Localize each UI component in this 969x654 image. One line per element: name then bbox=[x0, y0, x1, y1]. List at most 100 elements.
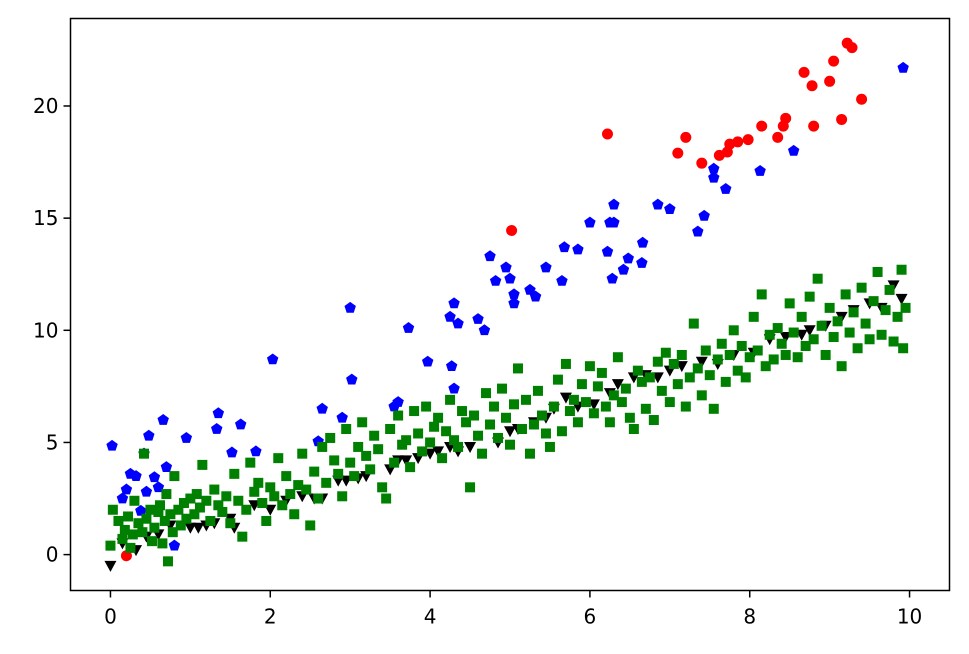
data-point bbox=[580, 397, 591, 408]
data-point bbox=[892, 311, 903, 322]
data-point bbox=[478, 324, 491, 336]
data-point bbox=[497, 383, 508, 394]
data-point bbox=[104, 560, 117, 572]
data-point bbox=[676, 349, 687, 360]
data-point bbox=[754, 165, 766, 176]
data-point bbox=[532, 385, 543, 396]
data-point bbox=[772, 323, 783, 334]
data-point bbox=[772, 131, 784, 143]
data-point bbox=[123, 511, 134, 522]
data-point bbox=[285, 489, 296, 500]
data-point bbox=[485, 419, 496, 430]
data-point bbox=[896, 264, 907, 275]
data-point bbox=[644, 372, 655, 383]
data-point bbox=[185, 493, 196, 504]
x-tick-label: 2 bbox=[264, 605, 277, 629]
x-tick-label: 0 bbox=[104, 605, 117, 629]
data-point bbox=[828, 332, 839, 343]
data-point bbox=[317, 441, 328, 452]
series-circle bbox=[120, 37, 868, 562]
data-point bbox=[453, 441, 464, 452]
data-point bbox=[552, 374, 563, 385]
data-point bbox=[130, 470, 142, 481]
data-point bbox=[392, 396, 404, 407]
data-point bbox=[692, 363, 703, 374]
data-point bbox=[716, 338, 727, 349]
data-point bbox=[664, 397, 675, 408]
data-point bbox=[477, 448, 488, 459]
data-point bbox=[708, 403, 719, 414]
data-point bbox=[700, 345, 711, 356]
data-point bbox=[612, 352, 623, 363]
data-point bbox=[245, 457, 256, 468]
data-point bbox=[452, 317, 464, 329]
data-point bbox=[178, 498, 189, 509]
data-point bbox=[184, 522, 197, 534]
data-point bbox=[257, 498, 268, 509]
data-point bbox=[237, 531, 248, 542]
data-point bbox=[888, 336, 899, 347]
data-point bbox=[197, 459, 208, 470]
data-point bbox=[836, 361, 847, 372]
data-point bbox=[333, 468, 344, 479]
data-point bbox=[824, 302, 835, 313]
data-point bbox=[209, 484, 220, 495]
data-point bbox=[277, 500, 288, 511]
data-point bbox=[154, 500, 165, 511]
data-point bbox=[728, 325, 739, 336]
data-point bbox=[840, 289, 851, 300]
data-point bbox=[289, 509, 300, 520]
data-point bbox=[313, 493, 324, 504]
data-point bbox=[636, 257, 648, 268]
data-point bbox=[169, 471, 180, 482]
data-point bbox=[401, 435, 412, 446]
x-tick-label: 10 bbox=[897, 605, 922, 629]
data-point bbox=[740, 372, 751, 383]
data-point bbox=[344, 301, 356, 313]
data-point bbox=[617, 263, 630, 275]
data-point bbox=[336, 411, 348, 423]
data-point bbox=[860, 318, 871, 329]
data-point bbox=[321, 477, 332, 488]
data-point bbox=[225, 518, 236, 529]
data-point bbox=[622, 252, 634, 264]
data-point bbox=[897, 61, 909, 73]
data-point bbox=[672, 379, 683, 390]
data-point bbox=[608, 390, 619, 401]
data-point bbox=[253, 477, 264, 488]
data-point bbox=[664, 203, 676, 215]
y-tick-label: 15 bbox=[33, 206, 58, 230]
data-point bbox=[213, 500, 224, 511]
data-point bbox=[385, 423, 396, 434]
data-point bbox=[217, 506, 228, 517]
data-point bbox=[469, 410, 480, 421]
data-point bbox=[145, 504, 156, 515]
data-point bbox=[804, 291, 815, 302]
data-point bbox=[504, 272, 516, 284]
data-point bbox=[162, 556, 173, 567]
data-point bbox=[720, 182, 732, 194]
data-point bbox=[742, 134, 754, 146]
data-point bbox=[846, 42, 858, 54]
data-point bbox=[481, 388, 492, 399]
data-point bbox=[281, 471, 292, 482]
data-point bbox=[235, 418, 247, 430]
data-point bbox=[692, 225, 704, 237]
data-point bbox=[524, 283, 536, 295]
series-triangle-down bbox=[104, 280, 908, 572]
data-point bbox=[500, 261, 512, 273]
data-point bbox=[856, 282, 867, 293]
data-point bbox=[441, 426, 452, 437]
data-point bbox=[389, 457, 400, 468]
data-point bbox=[780, 112, 792, 124]
data-point bbox=[752, 345, 763, 356]
data-point bbox=[413, 428, 424, 439]
data-point bbox=[305, 520, 316, 531]
data-point bbox=[106, 439, 118, 451]
data-point bbox=[848, 307, 859, 318]
data-point bbox=[233, 495, 244, 506]
data-point bbox=[105, 540, 116, 551]
data-point bbox=[568, 394, 579, 405]
data-point bbox=[125, 542, 136, 553]
